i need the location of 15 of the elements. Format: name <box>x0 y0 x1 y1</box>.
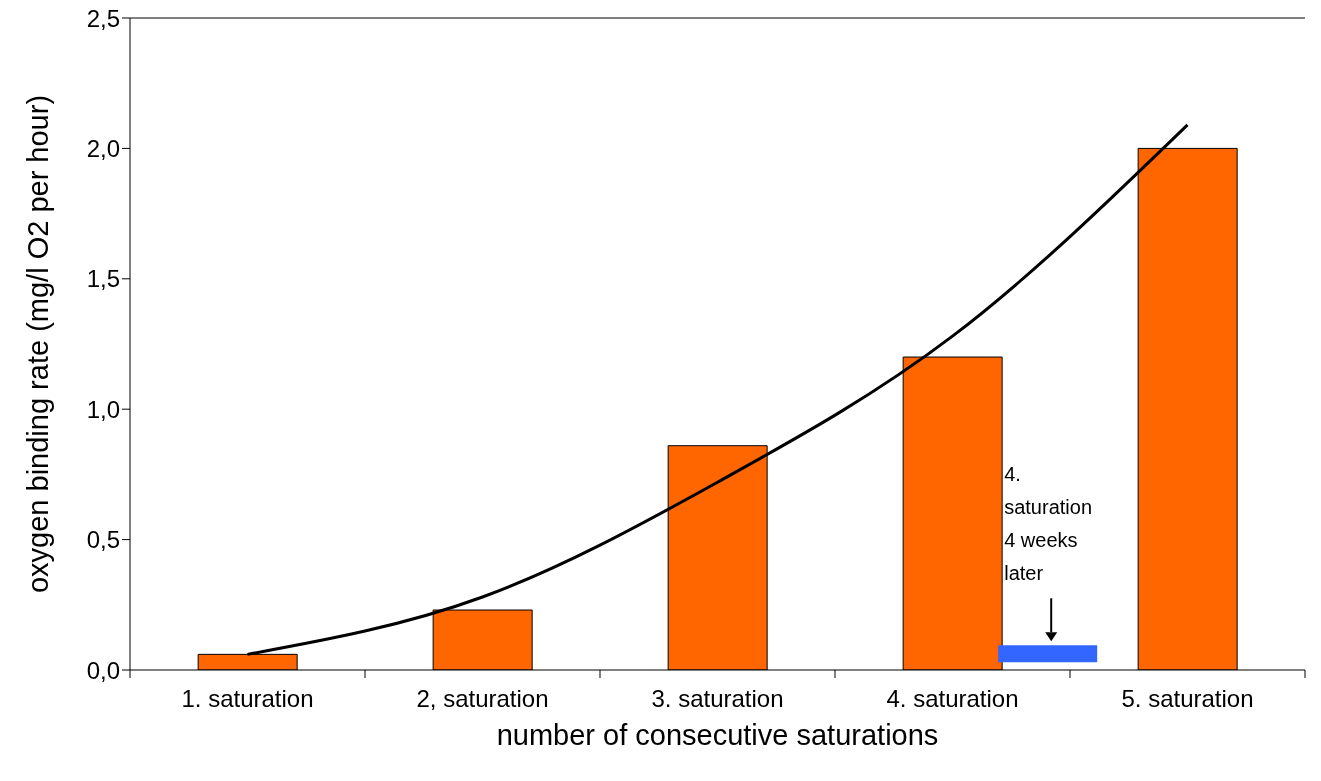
x-axis-title: number of consecutive saturations <box>496 719 939 751</box>
bar <box>998 645 1098 663</box>
x-tick-label: 1. saturation <box>181 685 314 713</box>
x-tick-label: 3. saturation <box>651 685 784 713</box>
annotation: 4. saturation 4 weeks later <box>1004 463 1093 585</box>
y-tick-label: 0,5 <box>86 526 120 554</box>
y-tick-label: 1,5 <box>86 265 120 293</box>
x-tick-label: 5. saturation <box>1121 685 1254 713</box>
y-axis-title: oxygen binding rate (mg/l O2 per hour) <box>22 94 54 594</box>
y-tick-label: 2,0 <box>86 134 120 162</box>
y-tick-label: 2,5 <box>86 4 120 32</box>
y-tick-label: 0,0 <box>86 656 120 684</box>
x-tick-label: 4. saturation <box>886 685 1019 713</box>
x-tick-label: 2, saturation <box>416 685 549 713</box>
y-tick-label: 1,0 <box>86 395 120 423</box>
